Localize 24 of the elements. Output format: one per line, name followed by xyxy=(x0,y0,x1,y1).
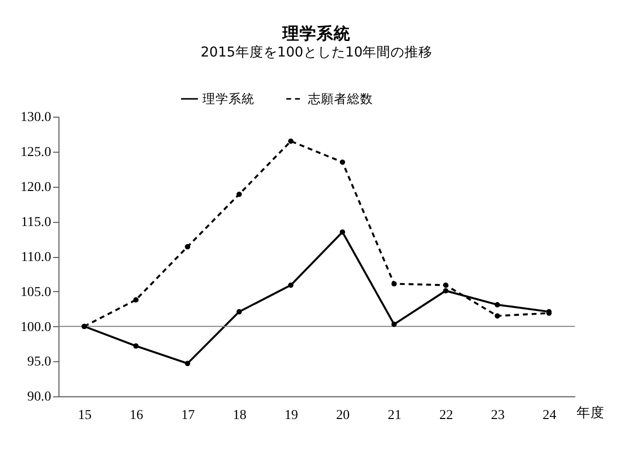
y-tick-label: 120.0 xyxy=(20,178,52,194)
y-tick-label: 90.0 xyxy=(27,388,52,404)
legend-label: 理学系統 xyxy=(202,90,255,106)
x-tick-label: 23 xyxy=(491,407,505,422)
y-tick-label: 95.0 xyxy=(27,354,52,369)
y-tick-label: 105.0 xyxy=(20,284,52,299)
x-tick-label: 21 xyxy=(388,407,402,422)
chart-subtitle: 2015年度を100とした10年間の推移 xyxy=(200,44,433,60)
x-axis-title: 年度 xyxy=(576,405,605,422)
x-tick-label: 24 xyxy=(542,407,556,422)
x-tick-label: 16 xyxy=(130,407,144,422)
x-tick-label: 17 xyxy=(181,407,196,422)
y-tick-label: 125.0 xyxy=(20,144,52,160)
y-tick-label: 110.0 xyxy=(20,248,52,264)
x-tick-label: 15 xyxy=(78,407,92,422)
x-tick-label: 20 xyxy=(336,407,350,422)
x-tick-label: 22 xyxy=(439,407,454,422)
y-tick-label: 100.0 xyxy=(20,318,52,334)
legend-label: 志願者総数 xyxy=(308,90,373,106)
y-tick-label: 130.0 xyxy=(20,109,52,124)
y-tick-label: 115.0 xyxy=(20,214,52,229)
x-tick-label: 19 xyxy=(284,407,298,422)
x-tick-label: 18 xyxy=(232,407,247,422)
chart-title: 理学系統 xyxy=(282,24,351,43)
